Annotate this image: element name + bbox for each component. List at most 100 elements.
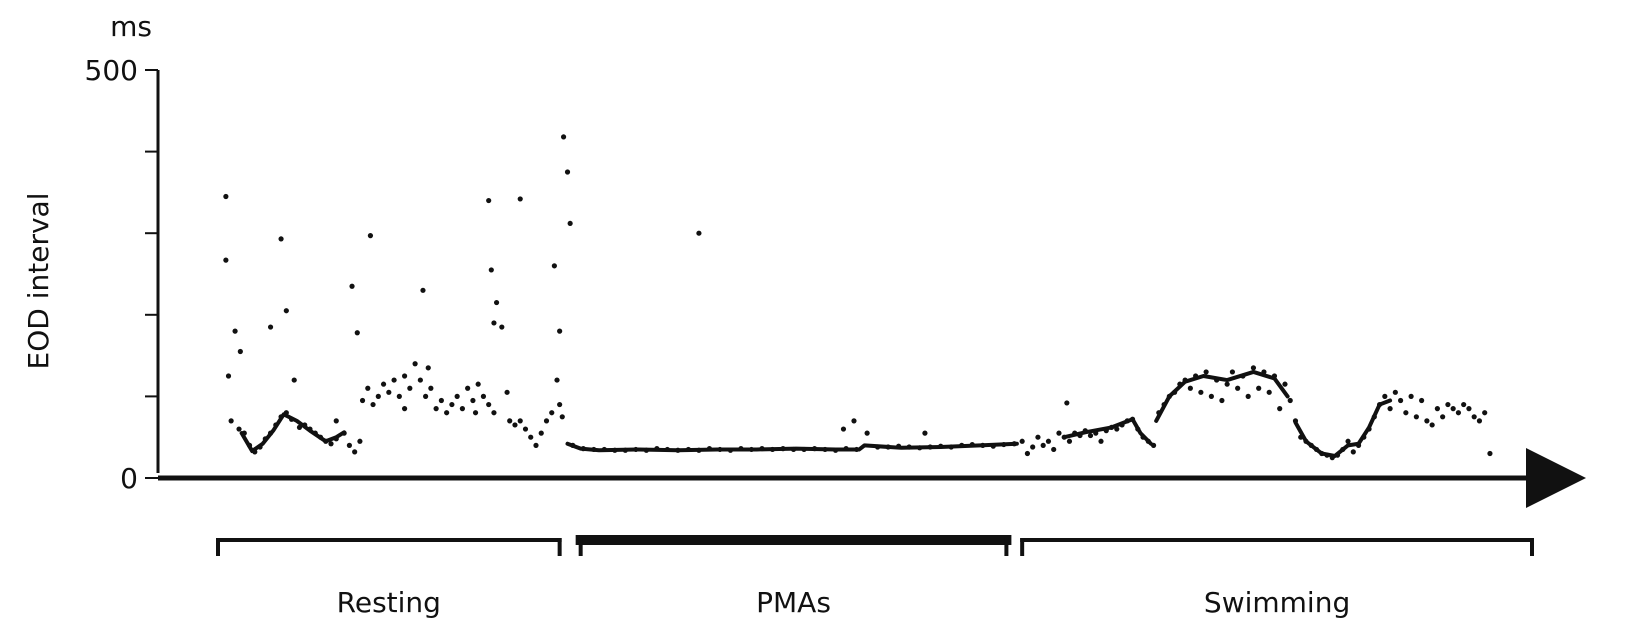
data-point (896, 443, 902, 449)
data-point (252, 449, 258, 455)
data-point (1424, 418, 1430, 424)
data-point (1129, 416, 1136, 422)
data-point (236, 426, 242, 432)
data-point (759, 446, 765, 452)
data-point (959, 442, 965, 448)
data-point (449, 401, 455, 408)
data-point (225, 373, 232, 379)
data-point (538, 430, 544, 436)
data-point (341, 430, 347, 436)
data-point (278, 236, 284, 242)
data-point (654, 446, 660, 452)
data-point (504, 389, 510, 395)
data-point (1419, 397, 1425, 404)
data-point (1150, 442, 1157, 448)
data-point (1135, 426, 1141, 432)
data-point (1292, 418, 1299, 424)
data-point (1208, 393, 1214, 399)
data-point (365, 385, 371, 391)
data-point (1261, 369, 1267, 375)
data-point (428, 385, 434, 391)
data-point (1072, 430, 1078, 436)
data-point (1308, 442, 1314, 448)
data-point (317, 434, 324, 440)
data-point (1064, 400, 1070, 406)
data-point (1103, 428, 1109, 434)
data-point (386, 389, 392, 395)
data-point (570, 442, 576, 448)
data-point (1219, 397, 1225, 404)
data-point (267, 430, 274, 436)
data-point (1145, 438, 1151, 444)
data-point (1193, 373, 1199, 379)
data-point (1403, 410, 1409, 416)
data-point (283, 308, 289, 314)
data-point (1156, 410, 1162, 416)
data-point (273, 422, 279, 428)
data-point (223, 257, 229, 263)
data-point (557, 401, 563, 408)
data-point (1277, 406, 1283, 412)
data-point (822, 446, 828, 453)
data-point (522, 426, 529, 432)
data-point (1108, 424, 1115, 431)
data-point (1387, 406, 1393, 412)
data-point (357, 438, 363, 444)
data-point (1001, 441, 1007, 448)
data-point (352, 449, 358, 455)
data-point (851, 418, 857, 424)
data-point (664, 446, 670, 453)
data-point (1140, 434, 1146, 440)
data-point (257, 444, 263, 450)
data-point (444, 410, 450, 416)
data-point (1350, 449, 1356, 455)
data-point (551, 263, 557, 269)
data-point (1045, 438, 1052, 444)
data-point (1061, 434, 1067, 440)
data-point (346, 442, 352, 448)
data-point (1024, 450, 1031, 457)
data-point (1392, 389, 1398, 395)
data-point (917, 445, 923, 451)
data-point (1482, 410, 1488, 416)
data-point (267, 324, 274, 330)
data-point (1371, 414, 1377, 420)
data-point (696, 230, 702, 236)
data-point (885, 444, 891, 450)
data-point (922, 430, 928, 436)
data-point (1098, 438, 1104, 444)
data-point (801, 446, 807, 453)
data-point (423, 393, 429, 399)
data-point (1198, 389, 1204, 395)
data-point (1461, 401, 1467, 408)
behavior-periods: Resting PMAs Swimming (216, 535, 1534, 619)
data-point (401, 406, 408, 412)
data-point (706, 446, 713, 452)
data-point (1035, 434, 1041, 440)
data-points (223, 134, 1493, 461)
data-point (1434, 406, 1440, 412)
data-point (727, 447, 734, 453)
data-point (472, 410, 479, 416)
data-point (1398, 397, 1404, 404)
data-point (1471, 414, 1477, 420)
data-point (990, 443, 996, 449)
data-point (370, 401, 376, 408)
data-point (237, 348, 243, 355)
data-point (769, 446, 776, 453)
data-point (375, 393, 381, 399)
period-label: PMAs (756, 586, 831, 619)
data-point (480, 393, 487, 399)
data-point (262, 436, 268, 442)
data-point (696, 447, 702, 453)
data-point (927, 444, 933, 450)
data-point (333, 418, 339, 424)
data-point (948, 444, 954, 450)
data-point (533, 442, 539, 448)
data-point (454, 393, 460, 399)
data-point (312, 430, 318, 436)
data-point (1271, 373, 1278, 379)
data-point (1087, 432, 1094, 439)
data-point (557, 328, 563, 334)
